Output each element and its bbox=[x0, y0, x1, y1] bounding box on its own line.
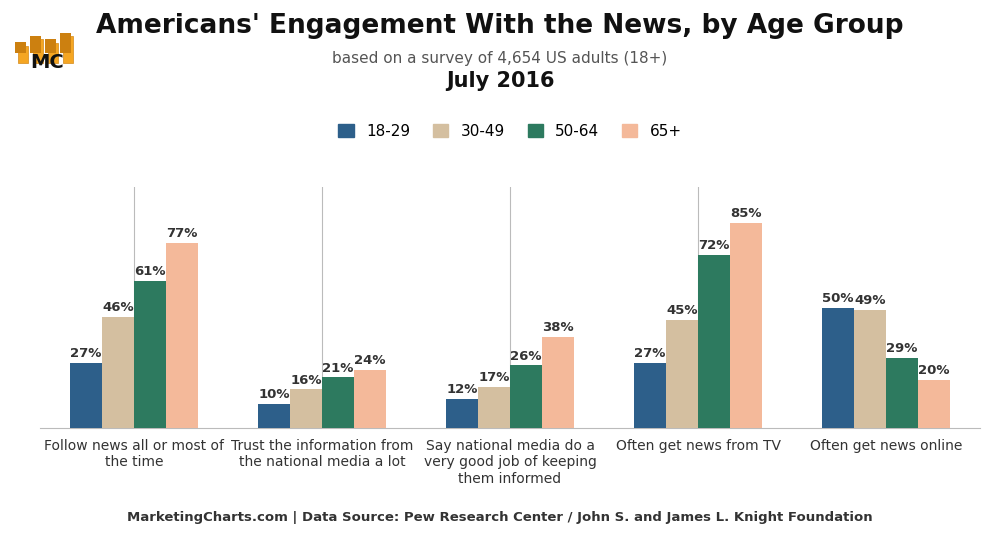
Bar bbox=[542, 337, 574, 428]
Text: 46%: 46% bbox=[102, 301, 134, 315]
Bar bbox=[354, 370, 386, 428]
Bar bbox=[666, 319, 698, 428]
Text: 26%: 26% bbox=[510, 349, 542, 363]
Bar bbox=[258, 404, 290, 428]
Bar bbox=[854, 310, 886, 428]
Text: 17%: 17% bbox=[478, 371, 510, 384]
Bar bbox=[15, 42, 26, 52]
Text: MarketingCharts.com | Data Source: Pew Research Center / John S. and James L. Kn: MarketingCharts.com | Data Source: Pew R… bbox=[127, 511, 873, 524]
Text: 20%: 20% bbox=[918, 364, 950, 377]
Bar bbox=[886, 358, 918, 428]
Text: 45%: 45% bbox=[666, 304, 698, 317]
Text: 24%: 24% bbox=[354, 354, 386, 368]
Text: 38%: 38% bbox=[542, 320, 574, 334]
Bar bbox=[322, 378, 354, 428]
Text: July 2016: July 2016 bbox=[446, 71, 554, 90]
Bar bbox=[730, 223, 762, 428]
Bar bbox=[634, 363, 666, 428]
Text: based on a survey of 4,654 US adults (18+): based on a survey of 4,654 US adults (18… bbox=[332, 51, 668, 66]
Bar bbox=[60, 33, 71, 52]
Text: MC: MC bbox=[31, 53, 64, 72]
Bar bbox=[70, 363, 102, 428]
Bar bbox=[102, 317, 134, 428]
Bar bbox=[446, 399, 478, 428]
Text: 61%: 61% bbox=[134, 265, 166, 278]
Text: 21%: 21% bbox=[322, 362, 354, 374]
Text: 10%: 10% bbox=[258, 388, 290, 401]
Text: 29%: 29% bbox=[886, 342, 918, 355]
Bar bbox=[478, 387, 510, 428]
Bar bbox=[822, 308, 854, 428]
FancyBboxPatch shape bbox=[48, 43, 58, 63]
Text: 85%: 85% bbox=[730, 208, 762, 220]
Legend: 18-29, 30-49, 50-64, 65+: 18-29, 30-49, 50-64, 65+ bbox=[332, 118, 688, 145]
Bar bbox=[134, 281, 166, 428]
Text: 16%: 16% bbox=[290, 373, 322, 387]
Bar bbox=[290, 389, 322, 428]
FancyBboxPatch shape bbox=[33, 39, 43, 63]
Bar bbox=[510, 365, 542, 428]
Bar bbox=[918, 380, 950, 428]
Bar bbox=[166, 242, 198, 428]
Bar bbox=[698, 255, 730, 428]
FancyBboxPatch shape bbox=[18, 47, 28, 63]
Text: 72%: 72% bbox=[698, 239, 730, 252]
Text: 77%: 77% bbox=[166, 227, 198, 240]
Text: 12%: 12% bbox=[446, 383, 478, 396]
Bar bbox=[45, 39, 56, 52]
Text: 27%: 27% bbox=[634, 347, 666, 360]
Text: 49%: 49% bbox=[854, 294, 886, 307]
Text: 50%: 50% bbox=[822, 292, 854, 305]
Text: Americans' Engagement With the News, by Age Group: Americans' Engagement With the News, by … bbox=[96, 13, 904, 40]
Bar bbox=[30, 36, 41, 52]
Text: 27%: 27% bbox=[70, 347, 102, 360]
FancyBboxPatch shape bbox=[63, 36, 73, 63]
